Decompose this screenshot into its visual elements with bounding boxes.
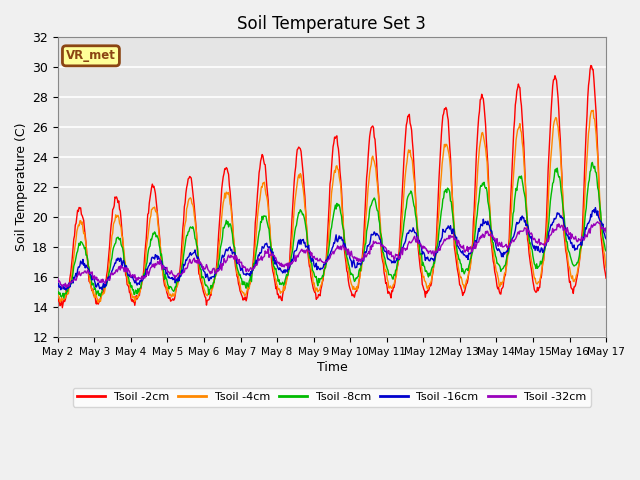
Legend: Tsoil -2cm, Tsoil -4cm, Tsoil -8cm, Tsoil -16cm, Tsoil -32cm: Tsoil -2cm, Tsoil -4cm, Tsoil -8cm, Tsoi… — [73, 388, 591, 407]
Title: Soil Temperature Set 3: Soil Temperature Set 3 — [237, 15, 426, 33]
Text: VR_met: VR_met — [66, 49, 116, 62]
X-axis label: Time: Time — [317, 361, 348, 374]
Y-axis label: Soil Temperature (C): Soil Temperature (C) — [15, 123, 28, 252]
